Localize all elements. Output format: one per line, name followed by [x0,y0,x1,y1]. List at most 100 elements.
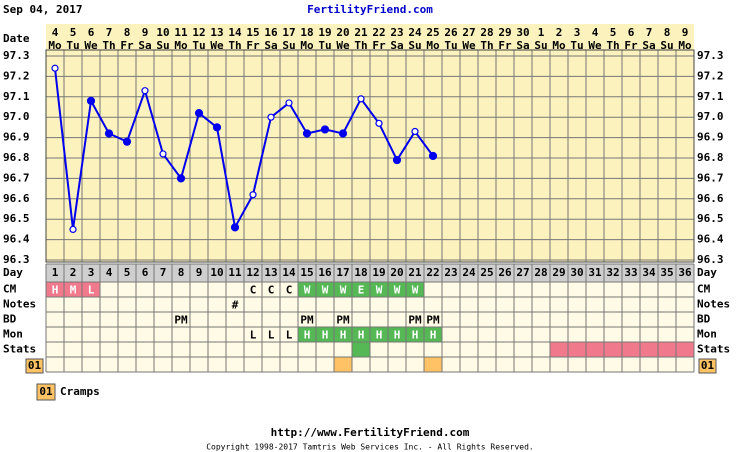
temperature-point [51,64,59,72]
date-label: 14 [228,26,242,39]
day-number: 19 [372,266,385,279]
date-label: 10 [156,26,169,39]
y-tick-label: 96.5 [3,212,30,225]
legend-code: 01 [39,385,53,398]
cell-fill [352,282,370,297]
date-label: 28 [480,26,493,39]
footer-url[interactable]: http://www.FertilityFriend.com [271,426,470,439]
y-tick-label: 97.1 [697,90,724,103]
date-label: 17 [282,26,295,39]
day-number: 29 [552,266,565,279]
cell-label: L [88,284,95,297]
cell-fill [82,282,100,297]
cell-fill [334,357,352,372]
cell-fill [604,342,622,357]
cell-label: L [250,329,257,342]
weekday-label: Sa [516,39,529,52]
date-label: 7 [646,26,653,39]
day-number: 14 [282,266,296,279]
day-number: 1 [52,266,59,279]
date-label: 21 [354,26,368,39]
weekday-label: Mo [48,39,62,52]
weekday-label: We [210,39,224,52]
site-link[interactable]: FertilityFriend.com [307,3,433,16]
weekday-label: Fr [246,39,260,52]
temperature-point [357,95,365,103]
symptom-code: 01 [28,359,42,372]
weekday-label: Sa [390,39,403,52]
day-number: 16 [318,266,332,279]
date-label: 24 [408,26,422,39]
cell-label: C [286,284,293,297]
row-label: BD [697,313,711,326]
day-number: 27 [516,266,529,279]
cell-fill [334,327,352,342]
row-label: Day [3,266,23,279]
cell-fill [550,342,568,357]
date-label: 4 [592,26,599,39]
day-number: 24 [462,266,476,279]
y-tick-label: 96.4 [3,233,30,246]
weekday-label: We [84,39,98,52]
plot-frame [45,49,695,263]
day-number: 36 [678,266,692,279]
y-tick-label: 96.9 [3,131,30,144]
day-number: 4 [106,266,113,279]
cell-label: H [322,329,329,342]
temperature-point [122,137,132,146]
temperature-point [212,123,222,132]
y-tick-label: 97.1 [3,90,30,103]
day-number: 23 [444,266,457,279]
cell-label: H [430,329,437,342]
cell-fill [64,282,82,297]
cell-fill [352,342,370,357]
row-label: BD [3,313,17,326]
cell-label: H [412,329,419,342]
weekday-label: Th [606,39,619,52]
day-number: 33 [624,266,637,279]
cell-label: M [70,284,77,297]
cell-label: W [412,284,419,297]
date-label: 3 [574,26,581,39]
weekday-label: Mo [678,39,692,52]
date-label: 25 [426,26,439,39]
day-number: 9 [196,266,203,279]
day-number: 20 [390,266,403,279]
weekday-label: Su [156,39,169,52]
day-number: 35 [660,266,673,279]
weekday-label: Tu [570,39,583,52]
weekday-label: Tu [318,39,331,52]
temperature-point [375,119,383,127]
cell-fill [46,282,64,297]
date-label: 4 [52,26,59,39]
weekday-label: Mo [174,39,188,52]
date-label: 5 [70,26,77,39]
date-label: 23 [390,26,403,39]
temperature-point [86,96,96,105]
cell-label: PM [300,314,314,327]
y-tick-label: 96.7 [3,171,30,184]
temperature-point [69,225,77,233]
temperature-point [249,191,257,199]
day-number: 28 [534,266,547,279]
legend-label: Cramps [60,385,100,398]
cell-fill [622,342,640,357]
day-number: 15 [300,266,313,279]
weekday-label: Th [228,39,241,52]
y-tick-label: 97.2 [697,69,724,82]
cell-fill [334,282,352,297]
weekday-label: Fr [624,39,638,52]
date-label: 1 [538,26,545,39]
legend-swatch [36,383,56,401]
cell-fill [388,327,406,342]
day-number: 21 [408,266,422,279]
weekday-label: Su [408,39,421,52]
date-label: 8 [124,26,131,39]
day-number: 3 [88,266,95,279]
cell-fill [568,342,586,357]
cell-fill [424,327,442,342]
temperature-point [302,129,312,138]
date-label: 2 [556,26,563,39]
temperature-point [411,127,419,136]
temperature-point [285,99,293,107]
